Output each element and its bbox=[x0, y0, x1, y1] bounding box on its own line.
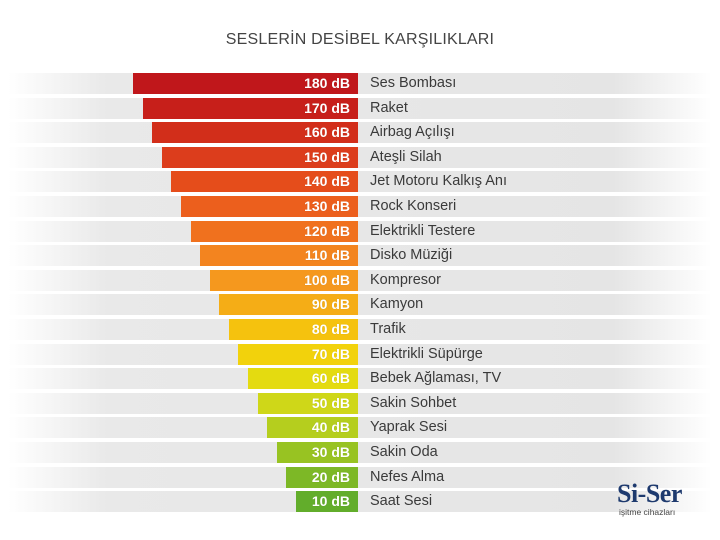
decibel-bar bbox=[180, 196, 358, 217]
row-background bbox=[8, 269, 712, 291]
decibel-label: 110 dB bbox=[304, 247, 350, 264]
row-background bbox=[8, 73, 712, 94]
decibel-bar bbox=[296, 491, 358, 513]
sound-source-label: Saat Sesi bbox=[370, 493, 433, 510]
decibel-label: 120 dB bbox=[304, 222, 350, 239]
decibel-label: 60 dB bbox=[311, 370, 350, 387]
logo-tagline: işitme cihazları bbox=[619, 507, 676, 517]
decibel-label: 180 dB bbox=[304, 75, 350, 91]
sound-source-label: Yaprak Sesi bbox=[370, 419, 448, 436]
decibel-label: 20 dB bbox=[311, 468, 350, 485]
page-title: SESLERİN DESİBEL KARŞILIKLARI bbox=[225, 31, 495, 48]
decibel-bar bbox=[152, 122, 358, 144]
decibel-bar bbox=[267, 417, 358, 439]
decibel-bar bbox=[190, 220, 358, 242]
row-background bbox=[8, 122, 712, 144]
sound-source-label: Airbag Açılışı bbox=[370, 124, 455, 141]
sound-source-label: Trafik bbox=[370, 321, 406, 337]
decibel-label: 160 dB bbox=[304, 124, 350, 141]
sound-source-label: Sakin Sohbet bbox=[370, 394, 457, 411]
sound-source-label: Elektrikli Testere bbox=[370, 222, 476, 239]
sound-source-label: Elektrikli Süpürge bbox=[370, 345, 483, 362]
decibel-bar bbox=[228, 319, 358, 340]
row-background bbox=[8, 343, 712, 365]
sound-source-label: Rock Konseri bbox=[370, 198, 457, 214]
decibel-bar bbox=[171, 171, 358, 193]
decibel-label: 70 dB bbox=[311, 345, 350, 362]
sound-source-label: Bebek Ağlaması, TV bbox=[370, 370, 502, 387]
decibel-label: 80 dB bbox=[311, 321, 350, 337]
decibel-bar bbox=[257, 392, 358, 414]
sound-source-label: Ses Bombası bbox=[370, 75, 457, 91]
decibel-label: 140 dB bbox=[304, 173, 350, 190]
decibel-bar bbox=[286, 466, 358, 488]
decibel-label: 40 dB bbox=[311, 419, 350, 436]
row-background bbox=[8, 146, 712, 168]
decibel-bar bbox=[238, 343, 358, 365]
decibel-bar bbox=[248, 368, 358, 390]
decibel-label: 130 dB bbox=[304, 198, 350, 214]
row-background bbox=[8, 171, 712, 193]
row-background bbox=[8, 319, 712, 340]
decibel-bar bbox=[161, 146, 358, 168]
row-background bbox=[8, 196, 712, 217]
decibel-label: 100 dB bbox=[304, 271, 350, 288]
decibel-label: 10 dB bbox=[311, 493, 350, 510]
decibel-label: 150 dB bbox=[304, 148, 350, 165]
si-ser-logo: Si-Ser işitme cihazları bbox=[617, 479, 697, 521]
decibel-label: 170 dB bbox=[304, 99, 350, 116]
sound-source-label: Nefes Alma bbox=[370, 468, 445, 485]
decibel-label: 30 dB bbox=[311, 444, 350, 460]
row-background bbox=[8, 466, 712, 488]
decibel-label: 90 dB bbox=[311, 296, 350, 313]
decibel-bar bbox=[200, 245, 358, 267]
row-background bbox=[8, 392, 712, 414]
row-background bbox=[8, 245, 712, 267]
decibel-label: 50 dB bbox=[311, 394, 350, 411]
row-background bbox=[8, 294, 712, 316]
row-background bbox=[8, 491, 712, 513]
row-background bbox=[8, 368, 712, 390]
decibel-bar bbox=[209, 269, 358, 291]
decibel-bar bbox=[219, 294, 358, 316]
sound-source-label: Jet Motoru Kalkış Anı bbox=[370, 173, 508, 190]
sound-source-label: Kamyon bbox=[370, 296, 424, 313]
sound-source-label: Disko Müziği bbox=[370, 247, 453, 264]
row-background bbox=[8, 220, 712, 242]
row-background bbox=[8, 417, 712, 439]
decibel-bar bbox=[142, 97, 358, 119]
decibel-bar bbox=[133, 73, 358, 94]
sound-source-label: Sakin Oda bbox=[370, 444, 438, 460]
sound-source-label: Raket bbox=[370, 99, 408, 116]
sound-source-label: Kompresor bbox=[370, 271, 441, 288]
row-background bbox=[8, 442, 712, 463]
sound-source-label: Ateşli Silah bbox=[370, 148, 442, 165]
logo-name: Si-Ser bbox=[617, 479, 682, 508]
decibel-bar bbox=[276, 442, 358, 463]
row-background bbox=[8, 97, 712, 119]
